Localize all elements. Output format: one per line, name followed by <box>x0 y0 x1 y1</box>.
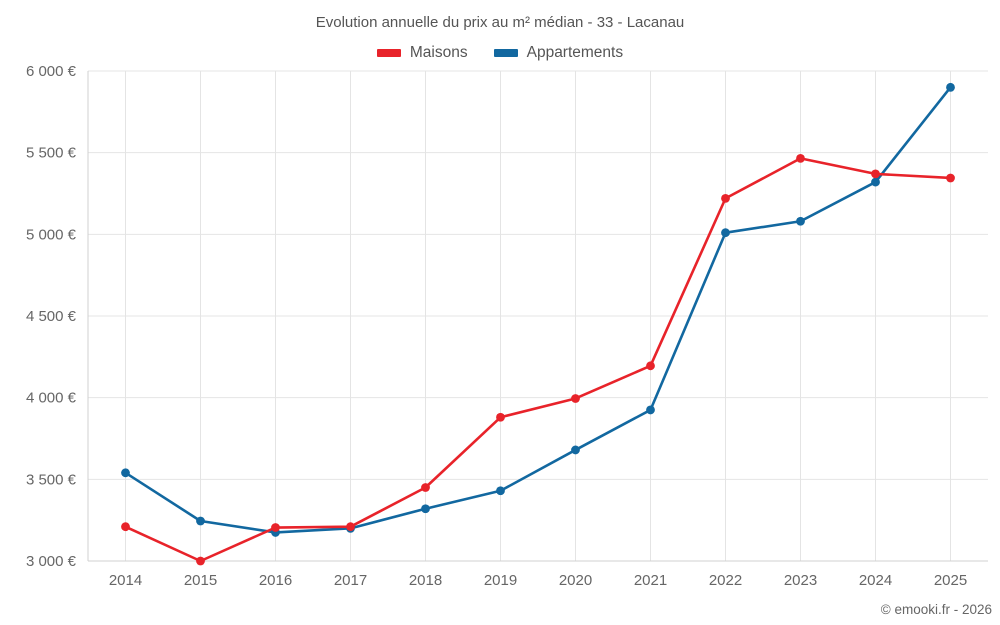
data-point-appartements-2022[interactable] <box>721 228 730 238</box>
x-tick-label: 2015 <box>184 572 217 589</box>
data-point-maisons-2023[interactable] <box>796 153 805 163</box>
data-point-appartements-2018[interactable] <box>421 504 430 514</box>
legend-item-maisons[interactable]: Maisons <box>376 44 468 62</box>
data-point-maisons-2022[interactable] <box>721 194 730 203</box>
x-tick-label: 2019 <box>484 572 517 589</box>
data-point-appartements-2014[interactable] <box>121 468 130 478</box>
data-point-maisons-2016[interactable] <box>271 523 280 532</box>
y-tick-label: 3 000 € <box>26 553 77 570</box>
data-point-maisons-2019[interactable] <box>496 412 505 422</box>
data-point-maisons-2020[interactable] <box>571 394 580 403</box>
x-tick-label: 2021 <box>634 572 667 589</box>
x-tick-label: 2020 <box>559 572 592 589</box>
footer-credit: © emooki.fr - 2026 <box>880 602 992 617</box>
chart-legend: Maisons Appartements <box>0 44 1000 62</box>
x-tick-label: 2024 <box>859 572 892 589</box>
data-point-appartements-2024[interactable] <box>871 177 880 187</box>
legend-swatch-appartements <box>493 49 518 57</box>
chart-title: Evolution annuelle du prix au m² médian … <box>315 14 685 31</box>
series-line-appartements <box>124 86 952 534</box>
data-point-appartements-2023[interactable] <box>796 216 805 226</box>
data-point-appartements-2015[interactable] <box>196 516 205 526</box>
series-line-maisons <box>124 157 952 563</box>
y-tick-label: 5 000 € <box>26 226 77 243</box>
data-point-maisons-2015[interactable] <box>196 556 205 566</box>
data-point-appartements-2025[interactable] <box>946 82 955 92</box>
x-tick-label: 2017 <box>334 572 367 589</box>
y-tick-label: 3 500 € <box>26 471 77 488</box>
data-point-maisons-2018[interactable] <box>421 483 430 492</box>
data-point-maisons-2021[interactable] <box>646 361 655 371</box>
data-point-maisons-2024[interactable] <box>871 169 880 179</box>
legend-swatch-maisons <box>376 49 401 57</box>
legend-label-appartements: Appartements <box>526 44 624 61</box>
legend-item-appartements[interactable]: Appartements <box>493 44 624 62</box>
x-tick-label: 2023 <box>784 572 817 589</box>
data-point-maisons-2017[interactable] <box>346 522 355 532</box>
data-point-appartements-2019[interactable] <box>496 486 505 496</box>
data-point-maisons-2014[interactable] <box>121 522 130 532</box>
x-tick-label: 2022 <box>709 572 742 589</box>
y-tick-label: 4 500 € <box>26 308 77 325</box>
legend-label-maisons: Maisons <box>409 44 468 61</box>
x-tick-label: 2025 <box>934 572 967 589</box>
x-tick-label: 2018 <box>409 572 442 589</box>
data-point-appartements-2020[interactable] <box>571 445 580 455</box>
y-tick-label: 4 000 € <box>26 390 77 407</box>
x-tick-label: 2014 <box>109 572 142 589</box>
data-point-appartements-2021[interactable] <box>646 405 655 415</box>
data-point-maisons-2025[interactable] <box>946 173 955 183</box>
y-tick-label: 5 500 € <box>26 145 77 162</box>
y-tick-label: 6 000 € <box>26 63 77 80</box>
x-tick-label: 2016 <box>259 572 292 589</box>
